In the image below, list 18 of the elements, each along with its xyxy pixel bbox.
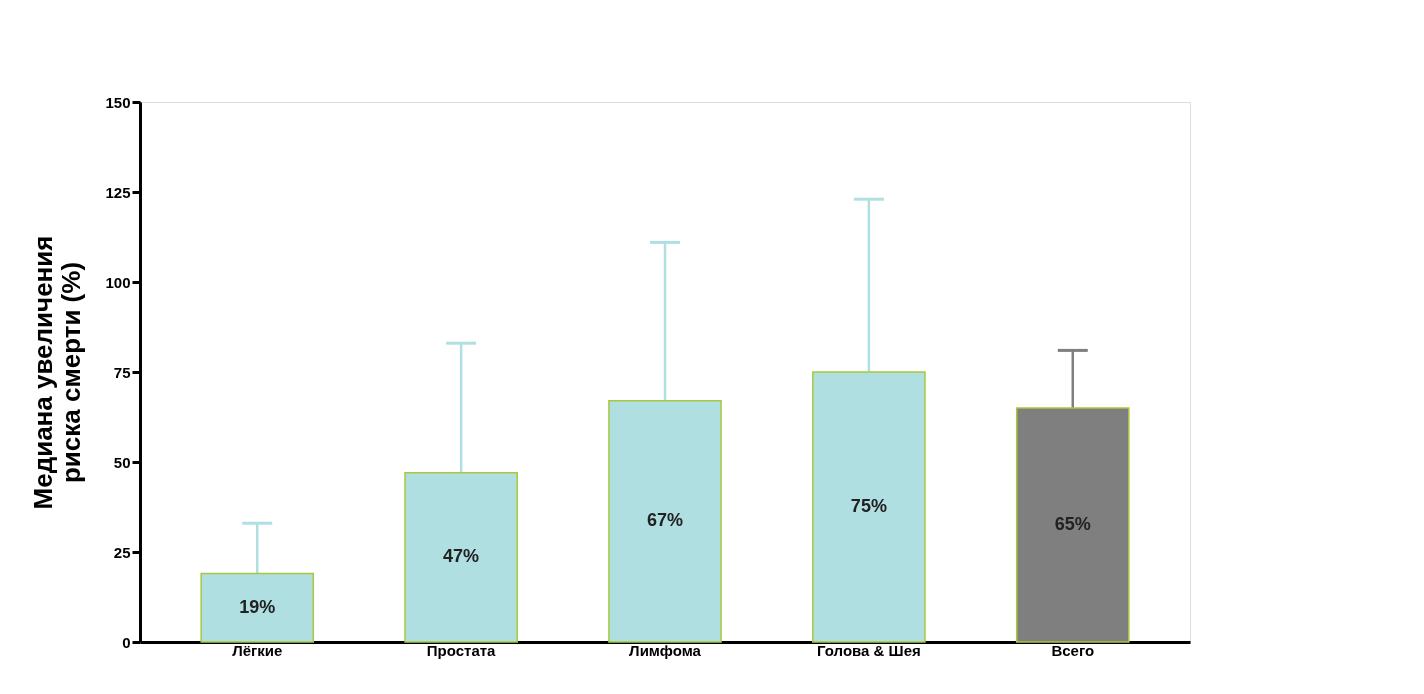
y-tick-label: 125 bbox=[105, 183, 131, 201]
data-label: 65% bbox=[1054, 514, 1091, 534]
x-tick-label: Всего bbox=[1051, 641, 1095, 659]
y-tick-label: 75 bbox=[113, 363, 131, 381]
x-tick-label: Голова & Шея bbox=[817, 641, 921, 659]
x-tick-label: Лимфома bbox=[629, 641, 702, 659]
data-label: 19% bbox=[239, 596, 276, 617]
y-tick-label: 150 bbox=[105, 93, 131, 111]
data-label: 75% bbox=[850, 496, 887, 516]
x-tick-label: Простата bbox=[426, 641, 497, 659]
y-tick-label: 50 bbox=[113, 453, 131, 471]
y-axis-title: Медиана увеличения риска смерти (%) bbox=[28, 235, 87, 510]
data-label: 47% bbox=[443, 546, 480, 567]
x-tick-label: Лёгкие bbox=[232, 641, 283, 659]
y-tick-label: 0 bbox=[122, 633, 131, 651]
data-label: 67% bbox=[646, 510, 684, 531]
y-tick-label: 25 bbox=[113, 543, 131, 561]
y-tick-label: 100 bbox=[105, 273, 131, 291]
